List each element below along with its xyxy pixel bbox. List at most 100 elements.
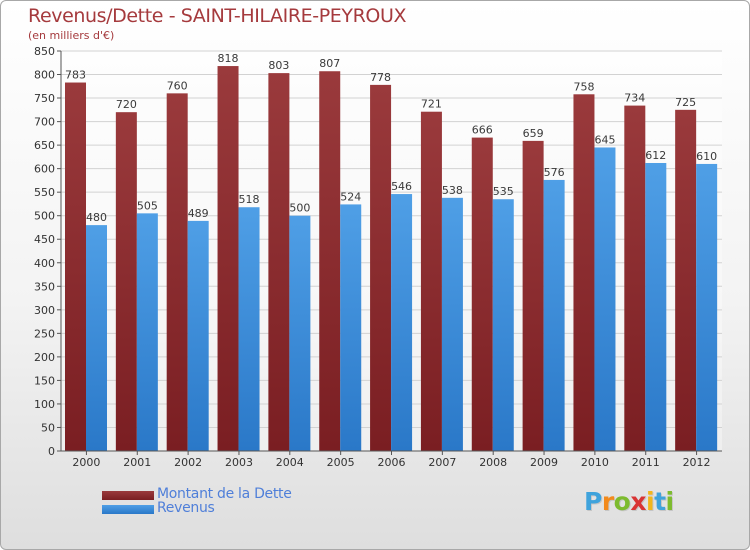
- y-tick-label: 650: [34, 139, 55, 152]
- x-tick-label: 2008: [479, 456, 507, 469]
- bar-debt: [675, 109, 697, 451]
- data-label-debt: 778: [370, 71, 391, 84]
- bar-debt: [115, 112, 137, 452]
- logo-letter: o: [613, 487, 631, 516]
- bar-revenue: [86, 225, 107, 451]
- bar-revenue: [289, 215, 311, 451]
- bar-revenue: [187, 220, 209, 451]
- axes: 0 50 100 150 200 250 300 350 400 450 500 550 600 650 7…: [34, 45, 722, 469]
- data-label-debt: 734: [624, 92, 645, 105]
- x-tick-label: 2001: [123, 456, 151, 469]
- x-tick-label: 2003: [225, 456, 253, 469]
- legend-label-revenue: Revenus: [157, 500, 215, 516]
- data-label-debt: 760: [167, 79, 188, 92]
- data-label-revenue: 645: [594, 133, 615, 146]
- bar-revenue: [136, 213, 158, 451]
- data-label-revenue: 489: [188, 207, 209, 220]
- bar-debt: [268, 73, 290, 451]
- y-tick-label: 500: [34, 210, 55, 223]
- logo-letter: x: [630, 487, 646, 516]
- y-tick-label: 600: [34, 163, 55, 176]
- data-label-revenue: 610: [696, 150, 717, 163]
- y-tick-label: 100: [34, 398, 55, 411]
- data-label-revenue: 576: [544, 166, 565, 179]
- x-tick-label: 2012: [683, 456, 711, 469]
- chart-title: Revenus/Dette - SAINT-HILAIRE-PEYROUX: [28, 5, 407, 27]
- bar-revenue: [340, 204, 362, 451]
- bar-revenue: [696, 163, 718, 452]
- data-label-debt: 720: [116, 98, 137, 111]
- data-label-debt: 807: [319, 57, 340, 70]
- bar-debt: [624, 105, 646, 452]
- x-tick-label: 2006: [378, 456, 406, 469]
- x-tick-label: 2011: [632, 456, 660, 469]
- data-label-revenue: 518: [239, 193, 260, 206]
- y-tick-label: 550: [34, 186, 55, 199]
- x-tick-label: 2009: [530, 456, 558, 469]
- logo-letter: r: [601, 487, 614, 516]
- data-label-debt: 818: [218, 52, 239, 65]
- data-label-debt: 725: [675, 96, 696, 109]
- bar-debt: [166, 93, 188, 452]
- bar-revenue: [238, 207, 260, 451]
- bar-debt: [319, 71, 341, 451]
- bar-revenue: [492, 199, 514, 451]
- data-labels: 783 480 720 505 760 489 818 518 803 500 807 524 778 5…: [65, 52, 717, 224]
- logo-letter: P: [584, 487, 602, 516]
- logo-letter: t: [654, 487, 666, 516]
- bar-debt: [370, 84, 392, 451]
- bar-debt: [573, 94, 595, 451]
- bar-revenue: [645, 163, 667, 451]
- y-tick-label: 250: [34, 327, 55, 340]
- data-label-debt: 666: [472, 124, 493, 137]
- legend-label-debt: Montant de la Dette: [157, 486, 292, 502]
- data-label-revenue: 500: [289, 202, 310, 215]
- data-label-revenue: 535: [493, 185, 514, 198]
- chart-subtitle: (en milliers d'€): [28, 29, 115, 42]
- bar-debt: [65, 82, 86, 451]
- data-label-debt: 758: [573, 80, 594, 93]
- logo-letter: i: [646, 487, 655, 516]
- x-tick-label: 2010: [581, 456, 609, 469]
- legend-swatch-debt: [102, 491, 154, 500]
- data-label-debt: 659: [523, 127, 544, 140]
- y-tick-label: 400: [34, 257, 55, 270]
- y-tick-label: 200: [34, 351, 55, 364]
- y-tick-label: 750: [34, 92, 55, 105]
- bar-debt: [420, 111, 442, 452]
- data-label-revenue: 524: [340, 190, 361, 203]
- data-label-debt: 783: [65, 69, 86, 82]
- data-label-debt: 721: [421, 98, 442, 111]
- data-label-debt: 803: [268, 59, 289, 72]
- bars: [65, 66, 718, 452]
- x-tick-label: 2005: [327, 456, 355, 469]
- data-label-revenue: 480: [86, 211, 107, 224]
- y-tick-label: 850: [34, 45, 55, 58]
- x-tick-label: 2007: [428, 456, 456, 469]
- y-tick-label: 450: [34, 233, 55, 246]
- data-label-revenue: 505: [137, 199, 158, 212]
- y-tick-label: 300: [34, 304, 55, 317]
- bar-revenue: [594, 147, 616, 451]
- x-tick-label: 2004: [276, 456, 304, 469]
- data-label-revenue: 538: [442, 184, 463, 197]
- bar-debt: [471, 137, 493, 451]
- legend-swatch-revenue: [102, 505, 154, 514]
- data-label-revenue: 546: [391, 180, 412, 193]
- bar-revenue: [543, 179, 565, 452]
- bar-revenue: [441, 197, 463, 451]
- x-tick-label: 2002: [174, 456, 202, 469]
- bar-revenue: [391, 194, 413, 451]
- y-tick-label: 800: [34, 69, 55, 82]
- data-label-revenue: 612: [645, 149, 666, 162]
- logo-letter: i: [665, 487, 675, 516]
- y-tick-label: 150: [34, 374, 55, 387]
- y-tick-label: 700: [34, 116, 55, 129]
- y-tick-label: 0: [48, 445, 55, 458]
- bar-debt: [522, 140, 544, 451]
- y-tick-label: 50: [41, 421, 55, 434]
- x-tick-label: 2000: [72, 456, 100, 469]
- bar-debt: [217, 66, 239, 451]
